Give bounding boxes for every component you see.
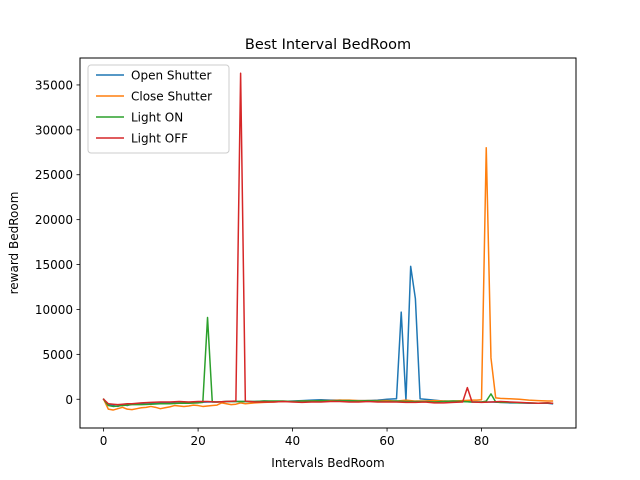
y-tick-label-5: 25000 xyxy=(35,168,73,182)
y-tick-label-4: 20000 xyxy=(35,213,73,227)
x-tick-label-2: 40 xyxy=(285,434,300,448)
x-tick-label-4: 80 xyxy=(474,434,489,448)
y-axis-ticks: 0 5000 10000 15000 20000 25000 30000 35000 xyxy=(35,78,80,407)
axes-frame xyxy=(79,57,577,429)
legend: Open Shutter Close Shutter Light ON Light O… xyxy=(87,64,230,154)
x-axis-ticks: 0 20 40 60 80 xyxy=(100,428,489,448)
legend-frame xyxy=(87,64,230,154)
series-layer xyxy=(102,72,554,411)
legend-label-3: Light OFF xyxy=(131,132,188,146)
legend-label-2: Light ON xyxy=(131,111,183,125)
y-tick-label-6: 30000 xyxy=(35,123,73,137)
y-tick-label-3: 15000 xyxy=(35,258,73,272)
legend-label-0: Open Shutter xyxy=(131,69,211,83)
y-axis-label: reward BedRoom xyxy=(7,192,21,295)
x-tick-label-3: 60 xyxy=(379,434,394,448)
y-tick-label-0: 0 xyxy=(65,393,73,407)
x-tick-label-0: 0 xyxy=(100,434,108,448)
y-tick-label-7: 35000 xyxy=(35,78,73,92)
legend-label-1: Close Shutter xyxy=(131,90,212,104)
y-tick-label-2: 10000 xyxy=(35,303,73,317)
x-tick-label-1: 20 xyxy=(190,434,205,448)
chart-title: Best Interval BedRoom xyxy=(245,37,411,53)
series-line-3 xyxy=(102,72,554,406)
series-line-2 xyxy=(102,316,554,408)
y-tick-label-1: 5000 xyxy=(42,348,73,362)
x-axis-label: Intervals BedRoom xyxy=(271,456,384,470)
